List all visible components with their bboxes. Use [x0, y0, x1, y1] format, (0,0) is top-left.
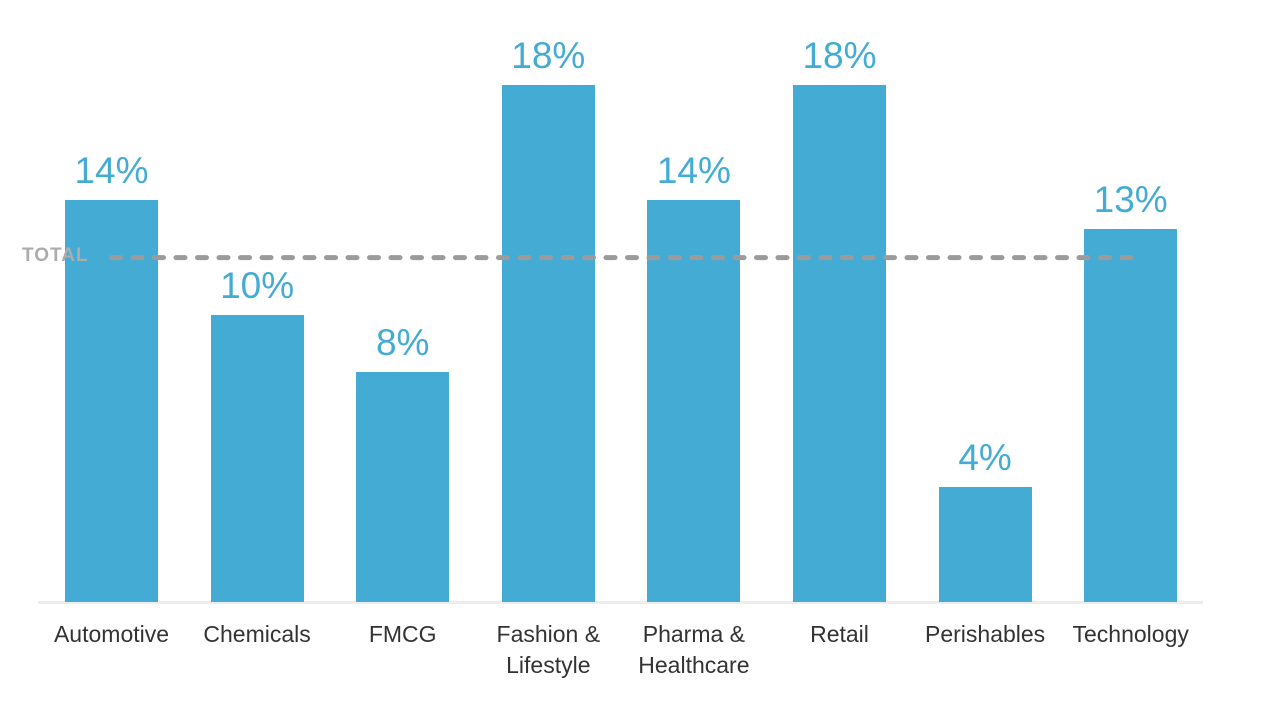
- bar-technology: [1084, 228, 1178, 602]
- total-line-label: TOTAL: [22, 244, 89, 266]
- bar-fmcg: [356, 372, 450, 602]
- category-label: Retail: [810, 621, 869, 647]
- category-label: Pharma & Healthcare: [638, 621, 750, 678]
- category-label: FMCG: [368, 621, 437, 647]
- bar-value-label: 4%: [958, 437, 1012, 479]
- category-label: Technology: [1072, 621, 1189, 647]
- bar-value-label: 14%: [74, 150, 149, 192]
- category-label: Perishables: [925, 621, 1046, 647]
- category-label: Automotive: [53, 621, 170, 647]
- category-label: Chemicals: [203, 621, 311, 647]
- bar-value-label: 13%: [1093, 178, 1168, 220]
- bar-value-label: 18%: [802, 35, 877, 77]
- x-axis-line: [38, 601, 1203, 604]
- bar-chemicals: [210, 315, 304, 602]
- bar-automotive: [65, 200, 158, 602]
- category-label: Fashion & Lifestyle: [496, 621, 601, 678]
- bar-value-label: 14%: [656, 150, 731, 192]
- bar-fashion-lifestyle: [501, 85, 595, 602]
- bar-perishables: [938, 487, 1032, 602]
- bar-value-label: 8%: [375, 322, 430, 364]
- bar-pharma-healthcare: [647, 200, 741, 602]
- bar-retail: [793, 85, 886, 602]
- bar-value-label: 18%: [511, 35, 586, 77]
- bar-value-label: 10%: [220, 265, 295, 306]
